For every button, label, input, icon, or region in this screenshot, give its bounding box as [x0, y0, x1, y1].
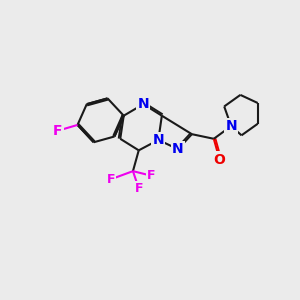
Text: O: O: [214, 153, 226, 166]
Text: F: F: [107, 173, 115, 186]
Text: N: N: [137, 97, 149, 111]
Text: F: F: [147, 169, 156, 182]
Text: N: N: [225, 119, 237, 133]
Text: N: N: [172, 142, 184, 156]
Text: F: F: [134, 182, 143, 195]
Text: N: N: [153, 133, 164, 147]
Text: F: F: [53, 124, 63, 138]
